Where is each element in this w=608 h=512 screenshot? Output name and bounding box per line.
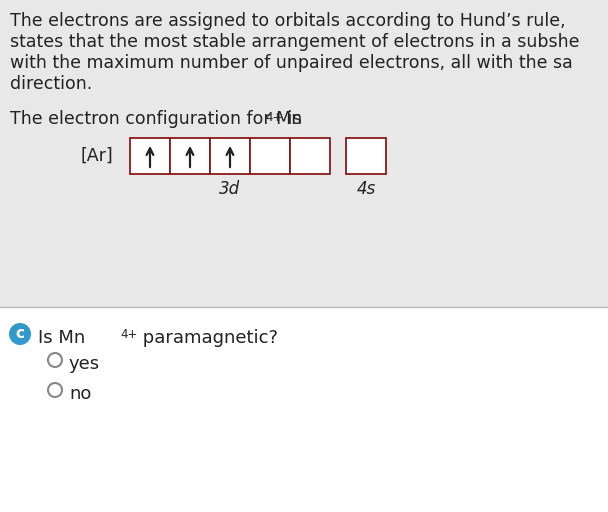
- Text: 4s: 4s: [356, 180, 376, 198]
- Text: yes: yes: [69, 355, 100, 373]
- Text: no: no: [69, 385, 91, 403]
- Bar: [250, 138, 290, 174]
- Text: paramagnetic?: paramagnetic?: [137, 329, 278, 347]
- Text: is: is: [282, 110, 302, 128]
- Circle shape: [9, 323, 31, 345]
- Text: with the maximum number of unpaired electrons, all with the sa: with the maximum number of unpaired elec…: [10, 54, 573, 72]
- Text: Is Mn: Is Mn: [38, 329, 85, 347]
- Text: The electrons are assigned to orbitals according to Hund’s rule,: The electrons are assigned to orbitals a…: [10, 12, 565, 30]
- Text: 4+: 4+: [265, 111, 282, 124]
- Bar: [0, 0, 608, 307]
- Text: direction.: direction.: [10, 75, 92, 93]
- Bar: [130, 138, 170, 174]
- Text: states that the most stable arrangement of electrons in a subshe: states that the most stable arrangement …: [10, 33, 579, 51]
- Text: c: c: [15, 327, 24, 342]
- Bar: [170, 138, 210, 174]
- Text: 3d: 3d: [219, 180, 241, 198]
- Bar: [0, 307, 608, 512]
- Bar: [290, 138, 330, 174]
- Bar: [210, 138, 250, 174]
- Text: 4+: 4+: [120, 328, 137, 341]
- Bar: [346, 138, 386, 174]
- Text: [Ar]: [Ar]: [80, 147, 112, 165]
- Text: The electron configuration for Mn: The electron configuration for Mn: [10, 110, 302, 128]
